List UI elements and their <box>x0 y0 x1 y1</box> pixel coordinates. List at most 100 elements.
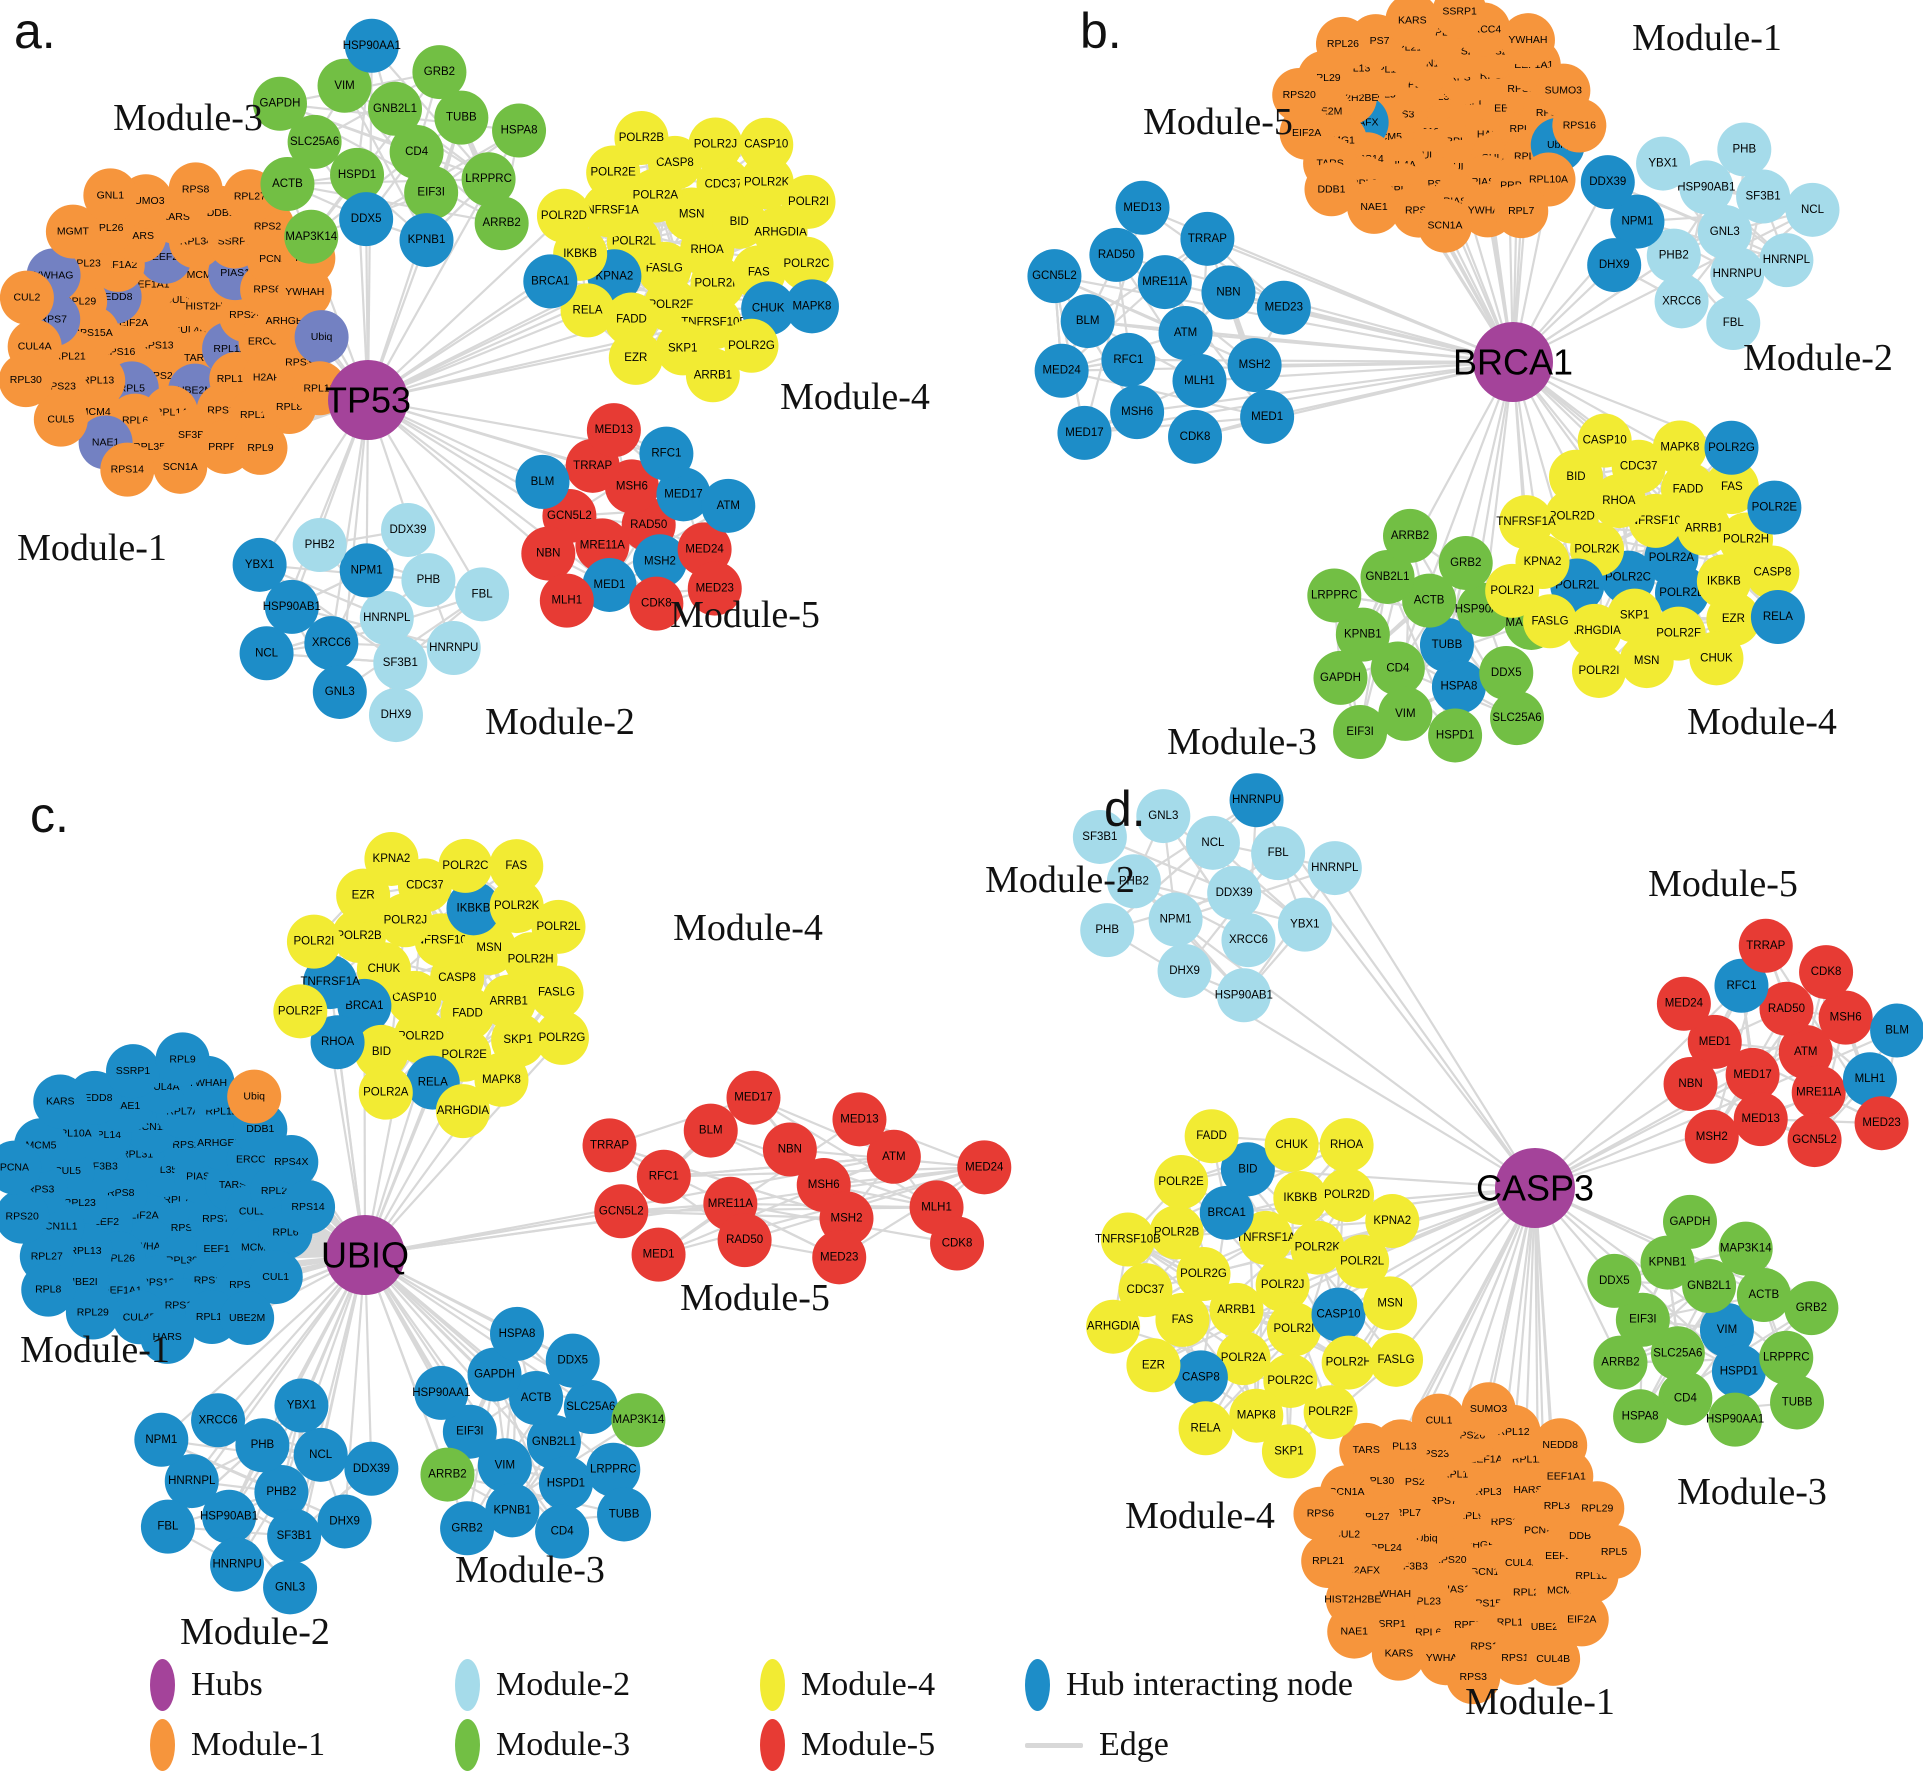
node-POLR2G[interactable]: POLR2G <box>724 318 779 373</box>
node-CUL2[interactable]: CUL2 <box>0 270 54 325</box>
node-CDK8[interactable]: CDK8 <box>930 1216 985 1271</box>
node-KPNB1[interactable]: KPNB1 <box>399 213 454 268</box>
node-YBX1[interactable]: YBX1 <box>274 1378 329 1433</box>
node-MSN[interactable]: MSN <box>1363 1276 1418 1331</box>
node-ARRB2[interactable]: ARRB2 <box>474 196 529 251</box>
node-MRE11A[interactable]: MRE11A <box>1791 1065 1846 1120</box>
node-HNRNPL[interactable]: HNRNPL <box>359 591 414 645</box>
node-XRCC6[interactable]: XRCC6 <box>1654 274 1709 329</box>
node-GNB2L1[interactable]: GNB2L1 <box>368 81 423 136</box>
node-RAD50[interactable]: RAD50 <box>1759 981 1814 1036</box>
node-MED17[interactable]: MED17 <box>1725 1047 1780 1102</box>
node-NAE1[interactable]: NAE1 <box>1327 1604 1382 1659</box>
node-GAPDH[interactable]: GAPDH <box>252 76 307 131</box>
node-GRB2[interactable]: GRB2 <box>412 45 467 100</box>
node-EZR[interactable]: EZR <box>1126 1338 1181 1393</box>
node-HSPD1[interactable]: HSPD1 <box>1428 708 1483 763</box>
node-RELA[interactable]: RELA <box>560 283 615 338</box>
node-POLR2B[interactable]: POLR2B <box>614 110 669 165</box>
node-GNB2L1[interactable]: GNB2L1 <box>526 1415 581 1469</box>
hub-CASP3[interactable]: CASP3 <box>1476 1148 1594 1228</box>
node-HNRNPU[interactable]: HNRNPU <box>210 1537 265 1592</box>
node-FBL[interactable]: FBL <box>1251 826 1306 881</box>
node-DDX5[interactable]: DDX5 <box>1479 645 1534 700</box>
node-SCN1A[interactable]: SCN1A <box>153 439 208 494</box>
node-UBE2M[interactable]: UBE2M <box>220 1290 275 1345</box>
node-FBL[interactable]: FBL <box>1706 295 1761 350</box>
node-DDX5[interactable]: DDX5 <box>545 1333 600 1388</box>
node-EIF3I[interactable]: EIF3I <box>1333 705 1388 760</box>
node-RPL29[interactable]: RPL29 <box>65 1285 120 1340</box>
node-PHB[interactable]: PHB <box>1717 122 1772 177</box>
node-ACTB[interactable]: ACTB <box>260 157 315 212</box>
node-POLR2C[interactable]: POLR2C <box>1263 1353 1318 1408</box>
node-DHX9[interactable]: DHX9 <box>1157 943 1212 998</box>
node-GRB2[interactable]: GRB2 <box>1438 535 1493 590</box>
node-ARHGDIA[interactable]: ARHGDIA <box>1567 603 1622 658</box>
node-RPS16[interactable]: RPS16 <box>1552 98 1607 153</box>
node-POLR2I[interactable]: POLR2I <box>781 174 836 229</box>
node-POLR2K[interactable]: POLR2K <box>739 155 794 210</box>
node-XRCC6[interactable]: XRCC6 <box>1221 913 1276 968</box>
node-PHB2[interactable]: PHB2 <box>1646 228 1701 283</box>
node-MLH1[interactable]: MLH1 <box>539 573 594 628</box>
node-RPL8[interactable]: RPL8 <box>21 1262 76 1317</box>
node-SCN1A[interactable]: SCN1A <box>1417 198 1472 253</box>
node-ARRB2[interactable]: ARRB2 <box>1593 1335 1648 1390</box>
node-NEDD8[interactable]: NEDD8 <box>1533 1418 1588 1473</box>
node-MAPK8[interactable]: MAPK8 <box>1652 420 1707 475</box>
node-POLR2E[interactable]: POLR2E <box>1747 480 1802 535</box>
node-HARS[interactable]: HARS <box>140 1309 195 1364</box>
node-FBL[interactable]: FBL <box>140 1499 195 1554</box>
node-LRPPRC[interactable]: LRPPRC <box>1307 568 1362 623</box>
node-MED24[interactable]: MED24 <box>1656 976 1711 1031</box>
node-HNRNPU[interactable]: HNRNPU <box>426 621 481 676</box>
node-RPS3[interactable]: RPS3 <box>1446 1650 1501 1705</box>
node-EIF3I[interactable]: EIF3I <box>442 1404 497 1459</box>
node-SF3B1[interactable]: SF3B1 <box>373 635 428 690</box>
node-KPNA2[interactable]: KPNA2 <box>1365 1194 1420 1249</box>
node-MED23[interactable]: MED23 <box>687 561 742 616</box>
node-NCL[interactable]: NCL <box>293 1427 348 1482</box>
node-RPL9[interactable]: RPL9 <box>155 1032 210 1087</box>
node-MAPK8[interactable]: MAPK8 <box>1229 1388 1284 1443</box>
node-CASP10[interactable]: CASP10 <box>739 117 794 172</box>
node-SLC25A6[interactable]: SLC25A6 <box>287 114 342 169</box>
node-FASLG[interactable]: FASLG <box>1369 1332 1424 1387</box>
node-PHB[interactable]: PHB <box>401 553 456 608</box>
node-RPS20[interactable]: RPS20 <box>1272 67 1327 122</box>
node-POLR2I[interactable]: POLR2I <box>1266 1302 1321 1357</box>
node-BLM[interactable]: BLM <box>515 454 570 509</box>
node-MSH2[interactable]: MSH2 <box>1684 1109 1739 1164</box>
node-POLR2A[interactable]: POLR2A <box>1216 1331 1271 1386</box>
node-YBX1[interactable]: YBX1 <box>1277 897 1332 952</box>
node-MED24[interactable]: MED24 <box>1034 343 1089 398</box>
node-CUL1[interactable]: CUL1 <box>248 1250 303 1305</box>
node-HSPD1[interactable]: HSPD1 <box>538 1456 593 1511</box>
node-RFC1[interactable]: RFC1 <box>1714 958 1769 1013</box>
node-POLR2L[interactable]: POLR2L <box>531 899 586 954</box>
node-POLR2F[interactable]: POLR2F <box>273 984 328 1039</box>
node-CASP10[interactable]: CASP10 <box>1311 1287 1366 1342</box>
node-PHB2[interactable]: PHB2 <box>1106 854 1161 909</box>
node-MRE11A[interactable]: MRE11A <box>1137 255 1192 310</box>
node-IKBKB[interactable]: IKBKB <box>1273 1170 1328 1225</box>
node-SSRP1[interactable]: SSRP1 <box>105 1044 160 1099</box>
node-POLR2B[interactable]: POLR2B <box>1654 565 1709 620</box>
node-ARHGDIA[interactable]: ARHGDIA <box>435 1084 490 1139</box>
node-TNFRSF1A[interactable]: TNFRSF1A <box>1496 495 1556 550</box>
node-MED13[interactable]: MED13 <box>586 403 641 458</box>
node-RPL26[interactable]: RPL26 <box>1315 16 1370 71</box>
node-EIF3I[interactable]: EIF3I <box>404 165 459 220</box>
node-MAP3K14[interactable]: MAP3K14 <box>1718 1221 1773 1276</box>
node-ARRB2[interactable]: ARRB2 <box>1383 508 1438 563</box>
node-MED13[interactable]: MED13 <box>1733 1092 1788 1147</box>
node-RPS4X[interactable]: RPS4X <box>264 1134 319 1189</box>
node-MED1[interactable]: MED1 <box>631 1227 686 1282</box>
node-ACTB[interactable]: ACTB <box>1402 573 1457 628</box>
node-ARHGDIA[interactable]: ARHGDIA <box>1086 1299 1141 1354</box>
node-GNL1[interactable]: GNL1 <box>83 168 138 223</box>
node-VIM[interactable]: VIM <box>477 1438 532 1493</box>
node-XRCC6[interactable]: XRCC6 <box>304 616 359 671</box>
node-MSN[interactable]: MSN <box>1619 634 1674 689</box>
